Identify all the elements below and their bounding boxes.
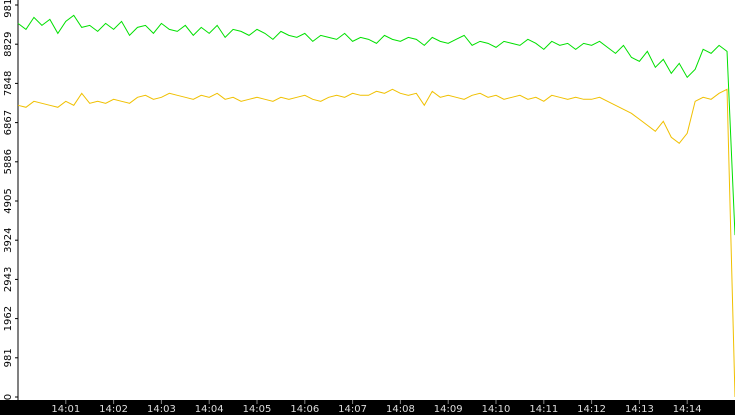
x-tick-label: 14:03	[147, 404, 176, 415]
series-line	[17, 14, 735, 236]
y-tick-label: 0	[3, 394, 14, 400]
x-tick-label: 14:01	[51, 404, 80, 415]
y-tick-label: 8829	[3, 31, 14, 56]
y-tick-label: 981	[3, 348, 14, 367]
x-tick-label: 14:14	[673, 404, 702, 415]
x-tick-label: 14:07	[338, 404, 367, 415]
y-tick-label: 7848	[3, 71, 14, 96]
y-tick-label: 6867	[3, 110, 14, 135]
x-tick-label: 14:02	[99, 404, 128, 415]
x-tick-label: 14:06	[290, 404, 319, 415]
y-tick-label: 9810	[3, 0, 14, 18]
x-tick-label: 14:09	[434, 404, 463, 415]
x-axis-bar	[0, 400, 735, 415]
x-tick-label: 14:11	[529, 404, 558, 415]
x-tick-label: 14:08	[386, 404, 415, 415]
x-tick-label: 14:13	[625, 404, 654, 415]
series-line	[17, 88, 735, 398]
x-tick-label: 14:10	[482, 404, 511, 415]
x-tick-label: 14:12	[577, 404, 606, 415]
y-tick-label: 2943	[3, 267, 14, 292]
y-tick-label: 5886	[3, 149, 14, 174]
x-tick-label: 14:05	[243, 404, 272, 415]
y-tick-label: 3924	[3, 227, 14, 252]
y-tick-label: 4905	[3, 188, 14, 213]
x-tick-label: 14:04	[195, 404, 224, 415]
y-tick-label: 1962	[3, 306, 14, 331]
